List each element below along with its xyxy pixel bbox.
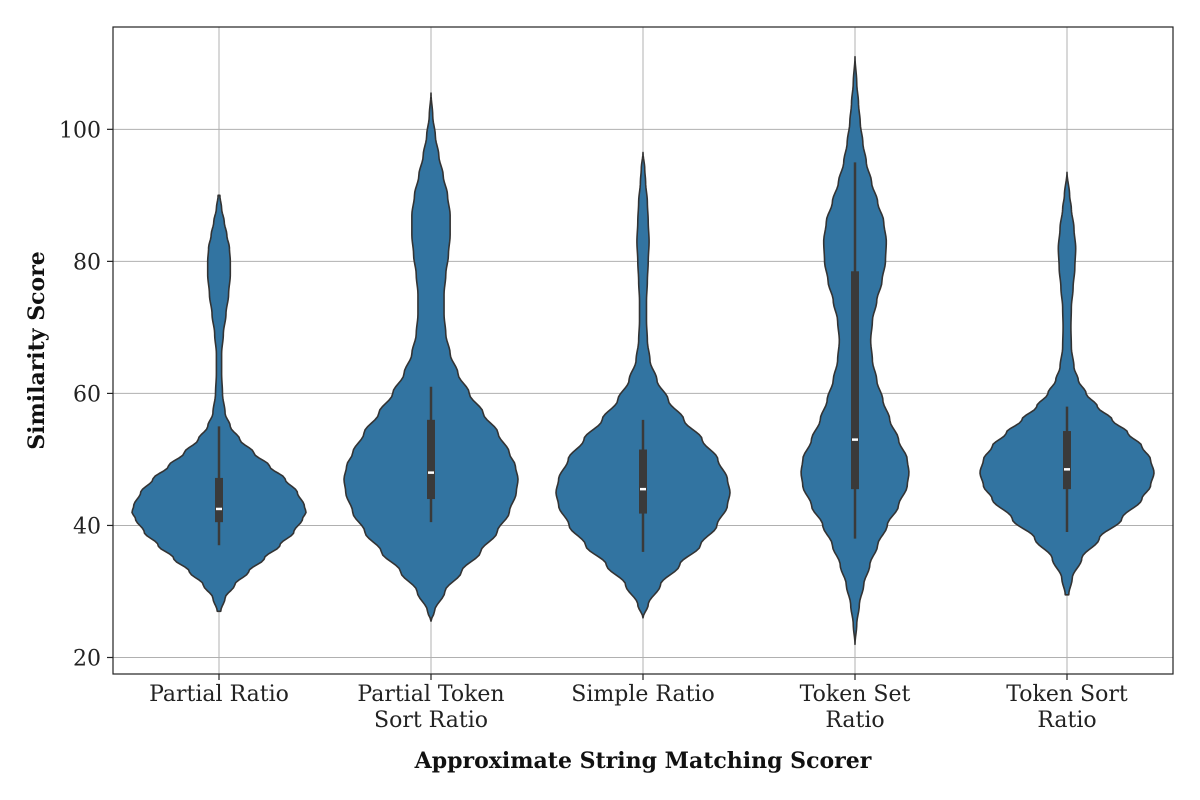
x-tick-label: Partial Ratio (149, 682, 289, 707)
x-axis-label: Approximate String Matching Scorer (414, 748, 872, 774)
violins (131, 55, 1155, 646)
violin-body (343, 92, 519, 622)
x-tick-label: Simple Ratio (571, 682, 714, 707)
y-tick-label: 80 (73, 250, 101, 275)
x-tick-label: Ratio (825, 708, 884, 733)
x-tick-label: Sort Ratio (374, 708, 488, 733)
y-tick-label: 40 (73, 514, 101, 539)
violin-iqr-box (215, 477, 223, 523)
violin-body (131, 194, 307, 613)
y-axis: 20 40 60 80 100 (59, 118, 113, 671)
x-tick-label: Token Set (800, 682, 911, 707)
violin-iqr-box (1063, 431, 1071, 490)
violin-iqr-box (639, 449, 647, 514)
x-tick-label: Token Sort (1006, 682, 1128, 707)
x-tick-label: Partial Token (357, 682, 504, 707)
violin-iqr-box (427, 419, 435, 500)
violin-iqr-box (851, 271, 859, 490)
y-tick-label: 20 (73, 646, 101, 671)
y-tick-label: 100 (59, 118, 101, 143)
violin-body (555, 151, 731, 619)
violin-body (979, 171, 1155, 596)
y-tick-label: 60 (73, 382, 101, 407)
y-axis-label: Similarity Score (24, 251, 50, 450)
x-tick-label: Ratio (1037, 708, 1096, 733)
